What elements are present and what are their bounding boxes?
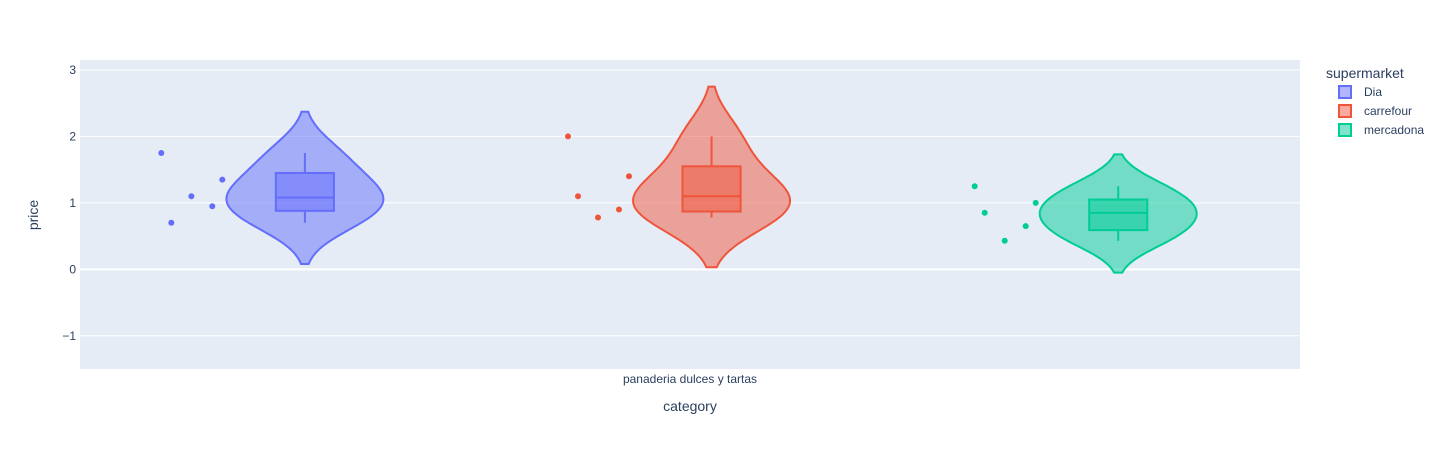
- legend: supermarket Dia carrefour mercadona: [1326, 65, 1424, 137]
- legend-swatch-carrefour: [1338, 104, 1352, 118]
- x-axis-ticks: panaderia dulces y tartas: [623, 372, 757, 386]
- point-Dia: [168, 219, 175, 226]
- point-mercadona: [981, 209, 988, 216]
- point-Dia: [219, 176, 226, 183]
- legend-title: supermarket: [1326, 65, 1404, 81]
- data-points: [158, 133, 1039, 244]
- point-carrefour: [565, 133, 571, 140]
- point-mercadona: [1001, 237, 1008, 244]
- point-carrefour: [595, 214, 601, 221]
- legend-label-mercadona: mercadona: [1364, 123, 1424, 137]
- y-tick-label: 0: [69, 262, 76, 276]
- x-tick-label: panaderia dulces y tartas: [623, 372, 757, 386]
- y-tick-label: 3: [69, 63, 76, 77]
- x-axis-title: category: [663, 398, 717, 414]
- y-axis-ticks: −1 0 1 2 3: [62, 63, 76, 343]
- legend-items: Dia carrefour mercadona: [1338, 85, 1424, 137]
- point-Dia: [209, 203, 216, 210]
- point-mercadona: [1022, 223, 1029, 230]
- point-Dia: [158, 150, 165, 156]
- y-tick-label: −1: [62, 329, 76, 343]
- legend-label-carrefour: carrefour: [1364, 104, 1412, 118]
- point-carrefour: [626, 173, 632, 180]
- y-axis-title: price: [25, 200, 41, 231]
- legend-label-Dia: Dia: [1364, 85, 1382, 99]
- box-carrefour: [681, 165, 742, 213]
- point-carrefour: [575, 193, 581, 200]
- legend-swatch-mercadona: [1338, 123, 1352, 137]
- y-tick-label: 1: [69, 196, 76, 210]
- point-Dia: [188, 193, 195, 200]
- box-Dia: [274, 171, 335, 212]
- legend-swatch-Dia: [1338, 85, 1352, 99]
- box-mercadona: [1088, 198, 1149, 232]
- point-mercadona: [971, 183, 978, 190]
- violins: [225, 85, 1198, 274]
- point-mercadona: [1032, 199, 1039, 206]
- point-carrefour: [616, 206, 622, 213]
- y-tick-label: 2: [69, 129, 76, 143]
